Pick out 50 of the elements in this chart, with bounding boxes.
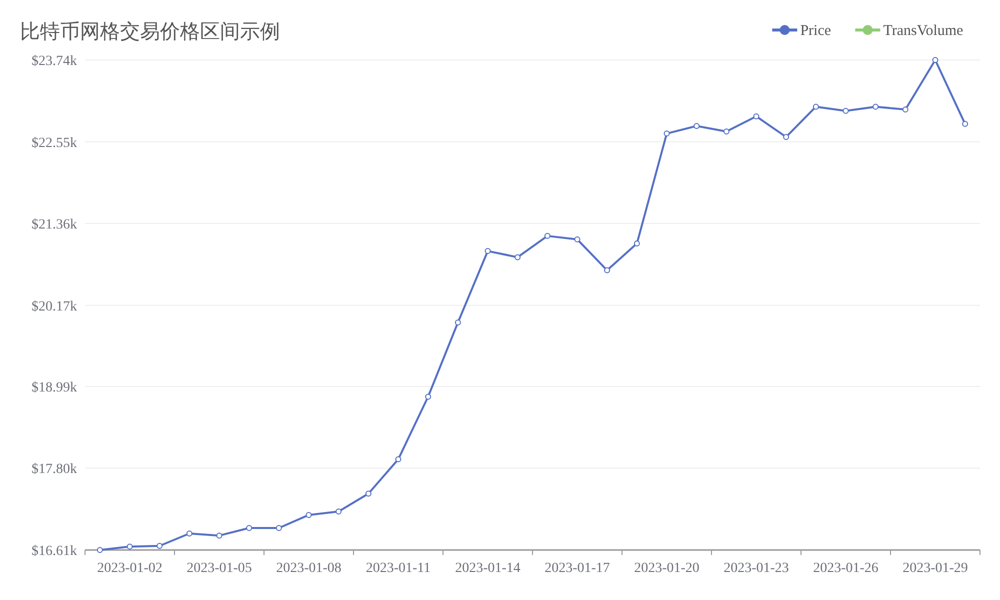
y-tick-label: $18.99k: [32, 380, 77, 396]
x-tick-label: 2023-01-14: [455, 561, 520, 576]
point: [664, 130, 670, 137]
point: [574, 236, 580, 242]
point: [454, 320, 461, 326]
chart-title: 比特币网格交易价格区间示例: [20, 21, 280, 43]
point: [753, 113, 760, 120]
x-tick-label: 2023-01-11: [366, 561, 431, 576]
y-tick-label: $22.55k: [32, 136, 77, 151]
point: [842, 108, 849, 114]
point: [604, 267, 610, 274]
legend-label: Price: [800, 23, 832, 39]
point: [962, 120, 968, 127]
point: [634, 240, 640, 246]
point: [336, 508, 342, 515]
point: [902, 106, 908, 112]
point: [216, 532, 222, 539]
point: [186, 530, 192, 537]
x-tick-label: 2023-01-23: [724, 561, 789, 576]
x-tick-label: 2023-01-05: [186, 561, 252, 576]
point: [812, 104, 819, 110]
point: [544, 232, 550, 239]
point: [425, 394, 432, 400]
y-tick-label: $20.17k: [32, 299, 77, 314]
point: [484, 248, 491, 254]
point: [156, 542, 163, 549]
point: [246, 525, 252, 532]
x-tick-label: 2023-01-20: [634, 561, 700, 576]
x-tick-label: 2023-01-29: [902, 561, 968, 576]
y-tick-label: $16.61k: [32, 544, 77, 559]
y-tick-label: $21.36k: [32, 218, 77, 233]
x-tick-label: 2023-01-08: [276, 561, 342, 576]
x-tick-label: 2023-01-02: [97, 561, 162, 576]
point: [872, 104, 879, 110]
point: [395, 456, 402, 462]
point: [723, 128, 730, 134]
x-tick-label: 2023-01-17: [544, 561, 610, 576]
legend-label: TransVolume: [883, 23, 964, 39]
point: [694, 122, 700, 129]
point: [306, 512, 312, 518]
point: [514, 254, 521, 260]
point: [96, 547, 103, 553]
x-tick-label: 2023-01-26: [813, 561, 878, 576]
point: [126, 544, 133, 550]
point: [276, 525, 282, 532]
point: [932, 57, 938, 63]
point: [365, 490, 372, 497]
y-tick-label: $17.80k: [32, 462, 77, 478]
point: [783, 134, 790, 140]
y-tick-label: $23.74k: [32, 54, 77, 69]
